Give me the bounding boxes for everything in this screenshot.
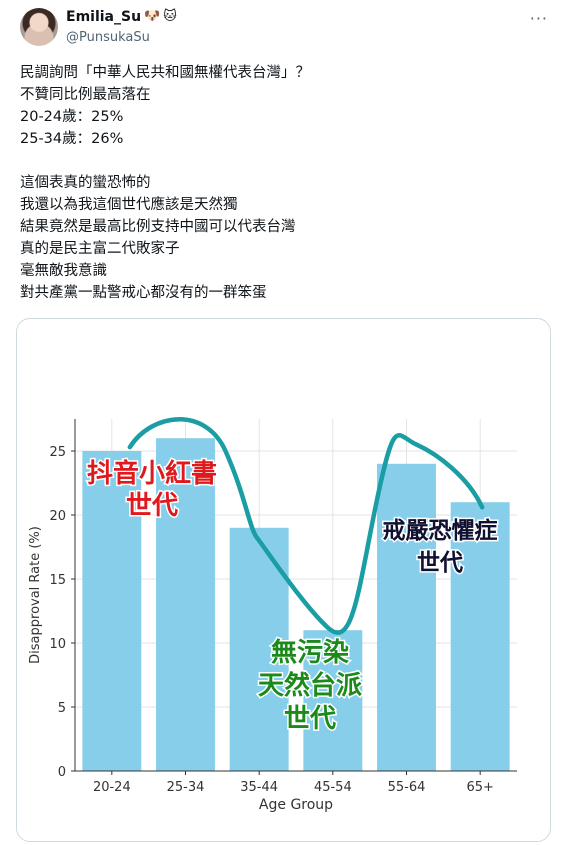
annotation-text: 戒嚴恐懼症 xyxy=(383,517,498,544)
tweet-text-line: 20-24歲：25% xyxy=(20,109,124,125)
tweet-text-line xyxy=(20,150,540,172)
x-tick-label: 35-44 xyxy=(240,780,278,795)
annotation-text: 抖音小紅書 xyxy=(87,458,217,489)
y-tick-label: 25 xyxy=(49,445,66,460)
dog-emoji-icon: 🐶 xyxy=(144,9,161,24)
y-tick-label: 5 xyxy=(58,701,66,716)
more-horizontal-icon[interactable]: ··· xyxy=(529,9,548,28)
bar xyxy=(156,438,215,771)
author-row: Emilia_Su 🐶 🐱 xyxy=(66,9,177,25)
tweet-text-line: 我還以為我這個世代應該是天然獨 xyxy=(20,197,238,213)
x-axis-label: Age Group xyxy=(259,797,333,813)
hand-drawn-curve xyxy=(127,417,485,635)
handle[interactable]: @PunsukaSu xyxy=(66,30,150,45)
x-tick-label: 20-24 xyxy=(93,780,131,795)
x-tick-label: 65+ xyxy=(466,780,493,795)
annotation-text: 天然台派 xyxy=(258,670,362,701)
tweet-text-line: 25-34歲：26% xyxy=(20,131,124,147)
tweet-text-line: 這個表真的蠻恐怖的 xyxy=(20,175,151,191)
tweet-media-chart[interactable]: 0 5 10 15 20 25 20-24 25-34 35-44 45-54 55-64 65+ Ag… xyxy=(16,318,551,842)
x-tick-label: 45-54 xyxy=(314,780,352,795)
tweet-text: 民調詢問「中華人民共和國無權代表台灣」？ 不贊同比例最高落在 20-24歲：25% 2… xyxy=(20,62,540,304)
display-name[interactable]: Emilia_Su xyxy=(66,9,142,25)
tweet-text-line: 不贊同比例最高落在 xyxy=(20,87,151,103)
tweet-text-line: 民調詢問「中華人民共和國無權代表台灣」？ xyxy=(20,65,310,81)
bar xyxy=(82,451,142,771)
bar xyxy=(303,630,363,771)
y-axis-label: Disapproval Rate (%) xyxy=(28,526,43,664)
plot-area xyxy=(75,419,517,771)
annotation-text: 世代 xyxy=(284,704,336,734)
y-tick-label: 0 xyxy=(58,765,66,780)
y-tick-label: 20 xyxy=(49,509,66,524)
bar xyxy=(450,502,510,771)
avatar[interactable] xyxy=(20,8,58,46)
x-tick-label: 55-64 xyxy=(388,780,426,795)
tweet-text-line: 真的是民主富二代敗家子 xyxy=(20,241,180,257)
annotation-text: 無污染 xyxy=(271,638,349,668)
y-tick-label: 10 xyxy=(49,637,66,652)
y-tick-label: 15 xyxy=(49,573,66,588)
tweet-text-line: 結果竟然是最高比例支持中國可以代表台灣 xyxy=(20,219,296,235)
bar xyxy=(377,463,436,771)
bar-chart: 0 5 10 15 20 25 20-24 25-34 35-44 45-54 55-64 65+ Ag… xyxy=(28,417,517,813)
tweet-text-line: 毫無敵我意識 xyxy=(20,263,107,279)
tweet-text-line: 對共產黨一點警戒心都沒有的一群笨蛋 xyxy=(20,285,267,301)
x-tick-label: 25-34 xyxy=(167,780,205,795)
cat-emoji-icon: 🐱 xyxy=(163,9,177,24)
annotation-text: 世代 xyxy=(417,550,463,576)
annotation-text: 世代 xyxy=(126,491,178,521)
